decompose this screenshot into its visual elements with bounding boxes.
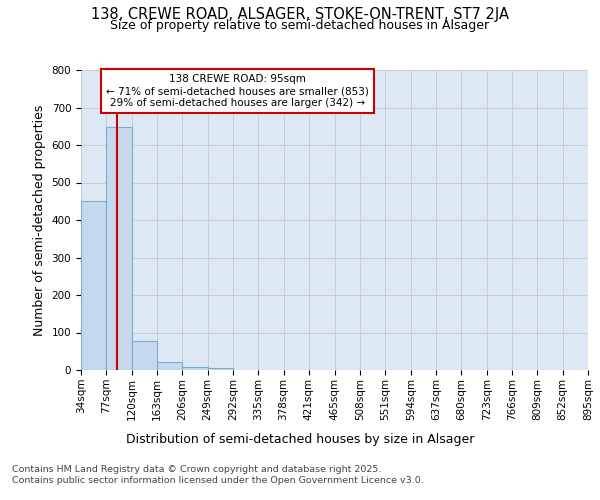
Bar [131,341,157,370]
Text: Contains HM Land Registry data © Crown copyright and database right 2025.: Contains HM Land Registry data © Crown c… [12,465,382,474]
Bar [182,367,208,370]
Bar [157,362,182,370]
Text: Contains public sector information licensed under the Open Government Licence v3: Contains public sector information licen… [12,476,424,485]
Text: 138, CREWE ROAD, ALSAGER, STOKE-ON-TRENT, ST7 2JA: 138, CREWE ROAD, ALSAGER, STOKE-ON-TRENT… [91,8,509,22]
Y-axis label: Number of semi-detached properties: Number of semi-detached properties [33,104,46,336]
Text: 138 CREWE ROAD: 95sqm
← 71% of semi-detached houses are smaller (853)
29% of sem: 138 CREWE ROAD: 95sqm ← 71% of semi-deta… [106,74,369,108]
Bar [81,201,106,370]
Text: Distribution of semi-detached houses by size in Alsager: Distribution of semi-detached houses by … [126,432,474,446]
Text: Size of property relative to semi-detached houses in Alsager: Size of property relative to semi-detach… [110,18,490,32]
Bar [106,127,131,370]
Bar [208,368,233,370]
